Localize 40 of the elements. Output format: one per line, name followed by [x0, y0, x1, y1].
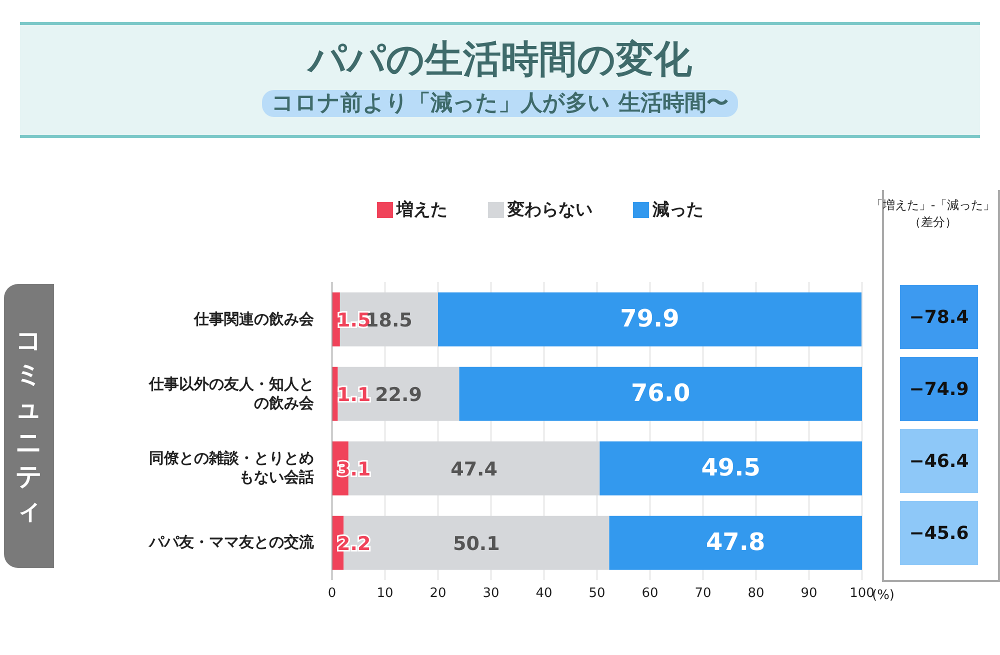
data-label: 47.8 [706, 528, 766, 556]
chart-subtitle: コロナ前より「減った」人が多い 生活時間〜 [262, 90, 738, 117]
legend-label: 変わらない [508, 200, 592, 220]
x-tick-label: 10 [376, 586, 394, 602]
data-label: 49.5 [701, 453, 760, 482]
data-label: 79.9 [620, 304, 680, 332]
bar [459, 366, 862, 421]
text: −74.9 [900, 357, 978, 421]
x-tick-label: 40 [536, 586, 552, 602]
x-tick-label: 90 [800, 586, 818, 602]
x-tick-label: 100 [850, 586, 874, 602]
data-label: 22.9 [375, 384, 422, 406]
bar [438, 292, 862, 346]
text: −78.4 [900, 285, 978, 349]
x-axis-title: (%) [872, 588, 894, 603]
text: −46.4 [900, 429, 978, 493]
data-label: 76.0 [630, 378, 690, 407]
data-label: 50.1 [452, 532, 500, 555]
text: 「増えた」-「減った」（差分） [870, 197, 996, 231]
bar [609, 516, 862, 570]
text: コミュニティ [14, 325, 44, 528]
x-tick-label: 20 [430, 586, 446, 602]
y-tick-label: パパ友・ママ友との交流 [148, 533, 314, 552]
bar [600, 441, 862, 496]
y-tick-label: 仕事関連の飲み会 [192, 310, 314, 329]
x-tick-label: 70 [694, 586, 712, 602]
x-tick-label: 30 [482, 586, 500, 602]
legend-label: 減った [652, 200, 704, 220]
text: −45.6 [900, 501, 978, 565]
data-label: 1.1 [337, 384, 371, 406]
data-label: 47.4 [450, 458, 498, 480]
y-tick-label: 同僚との雑談・とりとめもない会話 [148, 449, 314, 488]
y-tick-label: 仕事以外の友人・知人との飲み会 [148, 374, 314, 413]
legend-label: 増えた [396, 200, 448, 220]
x-tick-label: 60 [642, 586, 658, 602]
x-tick-label: 50 [588, 586, 606, 602]
chart-title: パパの生活時間の変化 [306, 36, 693, 83]
x-tick-label: 0 [328, 586, 336, 602]
x-tick-label: 80 [748, 586, 764, 602]
bar [332, 366, 338, 421]
